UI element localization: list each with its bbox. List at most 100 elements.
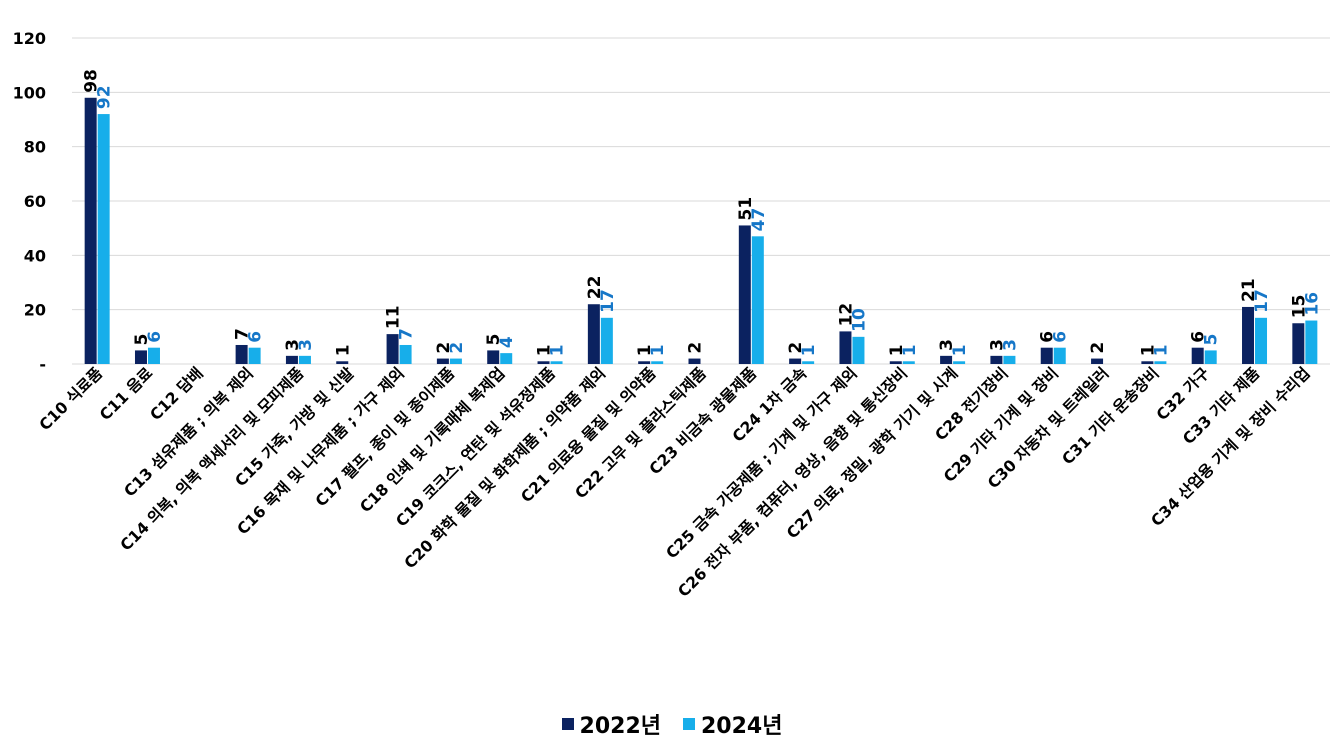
bar-2024 xyxy=(953,361,966,364)
data-label-2024: 92 xyxy=(95,85,115,109)
bar-2022 xyxy=(386,334,399,364)
data-label-2024: 17 xyxy=(1252,289,1272,313)
bar-2024 xyxy=(298,355,311,364)
bar-2024 xyxy=(550,361,563,364)
data-label-2022: 98 xyxy=(82,69,102,93)
bar-2022 xyxy=(134,350,147,364)
category-label: C11 음료 xyxy=(96,364,156,424)
data-label-2024: 1 xyxy=(900,344,920,356)
bar-2022 xyxy=(1040,347,1053,364)
data-label-2022: 22 xyxy=(585,276,605,300)
bar-2024 xyxy=(248,347,261,364)
bar-2022 xyxy=(1141,361,1154,364)
bar-2022 xyxy=(1292,323,1305,364)
legend-item-2022: 2022년 xyxy=(561,708,661,740)
legend-label-2022: 2022년 xyxy=(579,714,661,739)
bar-2024 xyxy=(147,347,160,364)
bar-2022 xyxy=(587,304,600,364)
data-label-2024: 7 xyxy=(397,328,417,340)
data-label-2024: 6 xyxy=(1051,331,1071,343)
bar-2022 xyxy=(336,361,349,364)
bar-2022 xyxy=(738,225,751,364)
data-label-2022: 21 xyxy=(1239,278,1259,302)
bar-2024 xyxy=(1204,350,1217,364)
legend-label-2024: 2024년 xyxy=(701,714,783,739)
bar-2022 xyxy=(487,350,500,364)
data-label-2022: 6 xyxy=(1038,331,1058,343)
data-label-2022: 12 xyxy=(836,303,856,327)
bar-2022 xyxy=(839,331,852,364)
bar-2022 xyxy=(84,97,97,365)
data-label-2024: 47 xyxy=(749,208,769,232)
data-label-2022: 1 xyxy=(635,344,655,356)
bar-2024 xyxy=(1003,355,1016,364)
y-tick-label: - xyxy=(39,355,46,374)
category-label: C14 의복, 의복 액세서리 및 모피제품 xyxy=(116,363,307,554)
bar-2022 xyxy=(537,361,550,364)
data-label-2022: 3 xyxy=(937,339,957,351)
bar-2024 xyxy=(399,344,412,364)
data-label-2022: 2 xyxy=(686,342,706,354)
data-label-2024: 4 xyxy=(497,336,517,348)
y-tick-label: 120 xyxy=(13,29,46,48)
data-label-2024: 3 xyxy=(296,339,316,351)
data-label-2024: 1 xyxy=(950,344,970,356)
bar-2024 xyxy=(449,358,462,364)
data-label-2022: 2 xyxy=(786,342,806,354)
data-label-2022: 5 xyxy=(484,334,504,346)
data-label-2022: 11 xyxy=(384,305,404,329)
data-label-2022: 15 xyxy=(1289,295,1309,319)
legend-swatch-2022 xyxy=(561,718,574,730)
data-label-2024: 1 xyxy=(799,344,819,356)
bar-2022 xyxy=(638,361,651,364)
y-tick-label: 100 xyxy=(13,83,46,102)
bar-2024 xyxy=(751,236,764,364)
data-label-2022: 51 xyxy=(736,197,756,221)
data-label-2024: 3 xyxy=(1000,339,1020,351)
data-label-2024: 1 xyxy=(1151,344,1171,356)
data-label-2024: 6 xyxy=(145,331,165,343)
data-label-2024: 16 xyxy=(1302,292,1322,316)
data-label-2024: 17 xyxy=(598,289,618,313)
data-label-2022: 6 xyxy=(1189,331,1209,343)
data-label-2024: 2 xyxy=(447,342,467,354)
gridlines xyxy=(72,37,1330,365)
data-label-2022: 1 xyxy=(1138,344,1158,356)
data-label-2022: 2 xyxy=(434,342,454,354)
bar-2022 xyxy=(688,358,701,364)
bar-2024 xyxy=(97,114,110,364)
bar-2022 xyxy=(990,355,1003,364)
y-tick-label: 60 xyxy=(24,192,46,211)
data-label-2024: 6 xyxy=(246,331,266,343)
bar-2024 xyxy=(1154,361,1167,364)
bar-2024 xyxy=(802,361,815,364)
bar-2024 xyxy=(651,361,664,364)
category-label: C31 기타 운송장비 xyxy=(1059,364,1163,468)
data-label-2024: 1 xyxy=(648,344,668,356)
legend-swatch-2024 xyxy=(683,718,695,730)
bar-2024 xyxy=(1305,320,1318,364)
bar-2024 xyxy=(902,361,915,364)
bar-2022 xyxy=(1191,347,1204,364)
bar-2024 xyxy=(1255,317,1268,364)
bar-2024 xyxy=(500,353,513,364)
bar-2022 xyxy=(1091,358,1104,364)
legend-item-2024: 2024년 xyxy=(683,708,782,740)
bar-2022 xyxy=(436,358,449,364)
bar-2022 xyxy=(235,344,248,364)
bar-2024 xyxy=(600,317,613,364)
data-label-2022: 3 xyxy=(987,339,1007,351)
bar-2022 xyxy=(285,355,298,364)
bar-2022 xyxy=(789,358,802,364)
data-label-2022: 7 xyxy=(233,328,253,340)
data-label-2024: 10 xyxy=(849,308,869,332)
data-label-2022: 5 xyxy=(132,334,152,346)
bar-2024 xyxy=(852,336,865,364)
data-label-2022: 2 xyxy=(1088,342,1108,354)
category-label: C26 전자 부품, 컴퓨터, 영상, 음향 및 통신장비 xyxy=(674,363,911,600)
bar-2022 xyxy=(889,361,902,364)
y-tick-label: 40 xyxy=(24,246,46,265)
